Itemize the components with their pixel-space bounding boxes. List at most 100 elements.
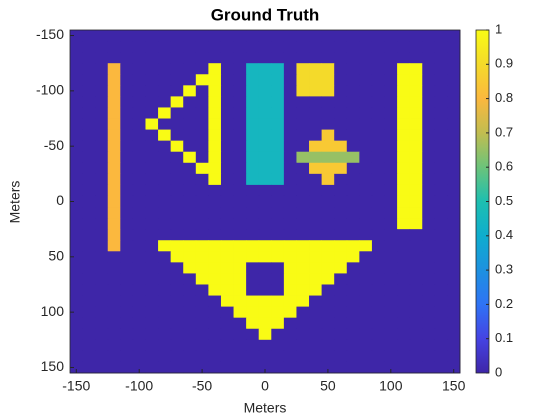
y-tick-label: -50 xyxy=(44,137,64,153)
heatmap-cell xyxy=(246,273,260,285)
heatmap-cell xyxy=(283,284,297,296)
heatmap-cell xyxy=(447,41,461,53)
heatmap-cell xyxy=(258,328,272,341)
heatmap-cell xyxy=(321,284,335,296)
heatmap-cell xyxy=(70,317,83,330)
heatmap-cell xyxy=(309,262,323,274)
heatmap-cell xyxy=(195,129,209,142)
heatmap-cell xyxy=(334,339,348,352)
heatmap-cell xyxy=(309,273,323,285)
heatmap-cell xyxy=(409,195,423,208)
heatmap-cell xyxy=(158,173,172,186)
heatmap-cell xyxy=(283,52,297,64)
heatmap-cell xyxy=(409,30,423,42)
heatmap-cell xyxy=(434,273,448,285)
heatmap-cell xyxy=(346,74,360,86)
heatmap-cell xyxy=(82,207,96,219)
heatmap-cell xyxy=(271,229,285,241)
heatmap-cell xyxy=(346,284,360,296)
heatmap-cell xyxy=(434,328,448,341)
heatmap-cell xyxy=(334,52,348,64)
heatmap-cell xyxy=(309,118,323,130)
heatmap-cell xyxy=(397,262,411,274)
heatmap-cell xyxy=(183,41,197,53)
heatmap-cell xyxy=(158,251,172,263)
heatmap-cell xyxy=(384,151,398,164)
heatmap-cell xyxy=(309,52,323,64)
heatmap-cell xyxy=(195,229,209,241)
heatmap-cell xyxy=(422,173,436,186)
heatmap-cell xyxy=(321,74,335,86)
x-tick-label: 50 xyxy=(320,378,336,394)
colorbar-tick-label: 0.2 xyxy=(495,296,513,311)
heatmap-cell xyxy=(132,140,146,153)
heatmap-cell xyxy=(359,52,373,64)
heatmap-cell xyxy=(422,339,436,352)
heatmap-cell xyxy=(145,162,159,175)
colorbar-tick-label: 0.3 xyxy=(495,262,513,277)
x-tick-label: -150 xyxy=(62,378,90,394)
heatmap-cell xyxy=(258,30,272,42)
heatmap-cell xyxy=(346,350,360,363)
heatmap-cell xyxy=(145,30,159,42)
heatmap-cell xyxy=(145,339,159,352)
heatmap-cell xyxy=(258,162,272,175)
heatmap-cell xyxy=(208,52,222,64)
heatmap-cell xyxy=(258,306,272,319)
heatmap-cell xyxy=(132,184,146,197)
heatmap-cell xyxy=(233,63,247,75)
heatmap-cell xyxy=(283,173,297,186)
heatmap-cell xyxy=(309,173,323,186)
heatmap-cell xyxy=(384,350,398,363)
heatmap-cell xyxy=(447,361,461,374)
heatmap-cell xyxy=(447,140,461,153)
heatmap-cell xyxy=(346,52,360,64)
heatmap-cell xyxy=(296,284,310,296)
heatmap-cell xyxy=(334,284,348,296)
heatmap-cells xyxy=(70,30,461,374)
heatmap-cell xyxy=(434,41,448,53)
heatmap-cell xyxy=(447,306,461,319)
heatmap-cell xyxy=(183,96,197,108)
heatmap-cell xyxy=(208,74,222,86)
heatmap-cell xyxy=(409,262,423,274)
heatmap-cell xyxy=(309,339,323,352)
heatmap-cell xyxy=(397,162,411,175)
heatmap-cell xyxy=(447,339,461,352)
heatmap-cell xyxy=(132,74,146,86)
heatmap-cell xyxy=(309,30,323,42)
heatmap-cell xyxy=(233,229,247,241)
heatmap-cell xyxy=(170,96,184,108)
y-tick-label: -150 xyxy=(36,26,64,42)
heatmap-cell xyxy=(397,96,411,108)
heatmap-cell xyxy=(321,30,335,42)
heatmap-cell xyxy=(220,306,234,319)
heatmap-cell xyxy=(195,151,209,164)
heatmap-cell xyxy=(82,118,96,130)
heatmap-cell xyxy=(183,151,197,164)
heatmap-cell xyxy=(70,262,83,274)
heatmap-cell xyxy=(95,350,109,363)
heatmap-cell xyxy=(346,151,360,164)
heatmap-cell xyxy=(95,262,109,274)
heatmap-cell xyxy=(447,173,461,186)
heatmap-cell xyxy=(107,295,121,308)
heatmap-cell xyxy=(107,251,121,263)
heatmap-cell xyxy=(246,361,260,374)
heatmap-cell xyxy=(321,41,335,53)
heatmap-cell xyxy=(82,317,96,330)
heatmap-cell xyxy=(434,184,448,197)
heatmap-cell xyxy=(271,151,285,164)
heatmap-cell xyxy=(158,273,172,285)
heatmap-cell xyxy=(321,195,335,208)
heatmap-cell xyxy=(334,85,348,97)
heatmap-cell xyxy=(158,295,172,308)
heatmap-cell xyxy=(409,339,423,352)
heatmap-cell xyxy=(95,306,109,319)
heatmap-cell xyxy=(82,107,96,119)
heatmap-cell xyxy=(296,140,310,153)
heatmap-cell xyxy=(296,195,310,208)
heatmap-cell xyxy=(82,173,96,186)
heatmap-cell xyxy=(422,41,436,53)
heatmap-cell xyxy=(233,173,247,186)
